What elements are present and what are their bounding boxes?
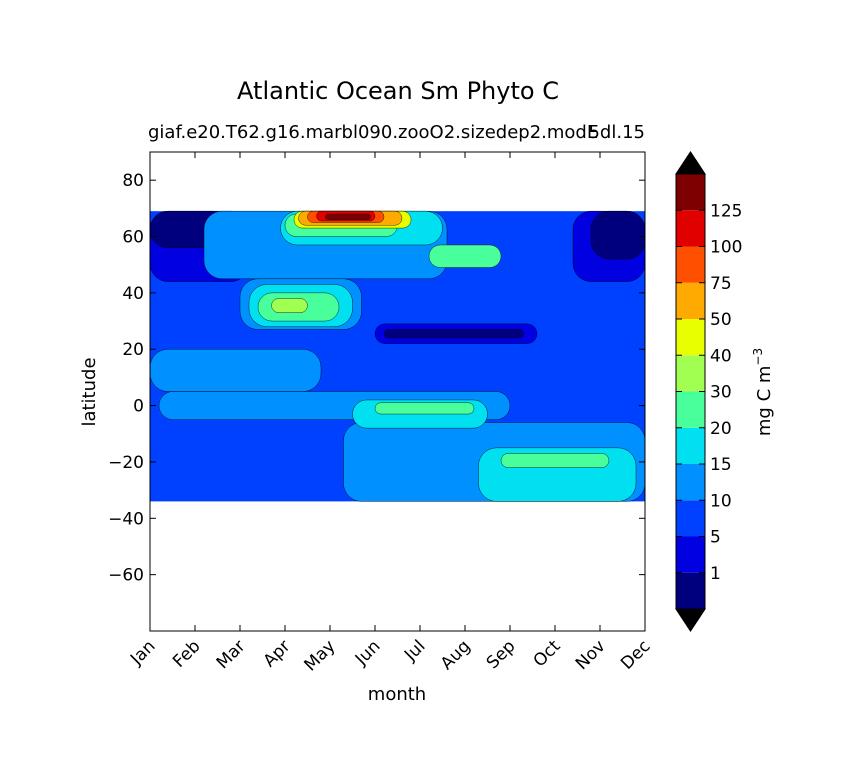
contour-region-21	[271, 298, 308, 313]
chart-title: Atlantic Ocean Sm Phyto C	[237, 77, 559, 105]
contour-region-18	[374, 402, 475, 415]
colorbar-tick-label-1: 1	[710, 564, 721, 584]
plot-frame	[149, 151, 646, 632]
contour-region-19	[500, 453, 610, 468]
colorbar-band-1	[676, 536, 705, 573]
colorbar-extend-max	[675, 151, 706, 175]
chart-subtitle: giaf.e20.T62.g16.marbl090.zooO2.sizedep2…	[148, 122, 598, 143]
colorbar-band-0	[676, 572, 705, 609]
x-tick-label-mar: Mar	[213, 636, 250, 673]
colorbar-band-9	[676, 246, 705, 283]
colorbar-band-11	[676, 174, 705, 211]
y-tick-label-80: 80	[122, 171, 144, 191]
colorbar-tick-label-100: 100	[710, 238, 742, 258]
y-tick-label-60: 60	[122, 228, 144, 248]
colorbar-tick-label-75: 75	[710, 274, 732, 294]
colorbar-tick-label-5: 5	[710, 528, 721, 548]
colorbar-tick-label-20: 20	[710, 419, 732, 439]
contour-region-7	[150, 349, 322, 392]
x-tick-label-feb: Feb	[169, 636, 204, 671]
x-tick-label-jan: Jan	[126, 636, 159, 669]
colorbar-label-exponent: −3	[751, 348, 765, 366]
colorbar-band-4	[676, 427, 705, 464]
contour-region-4	[590, 210, 645, 260]
colorbar-label-text: mg C m	[754, 366, 775, 437]
colorbar-band-10	[676, 210, 705, 247]
x-tick-label-nov: Nov	[572, 636, 610, 674]
colorbar-label: mg C m−3	[751, 348, 775, 436]
contour-region-6	[383, 329, 524, 339]
x-tick-label-oct: Oct	[530, 636, 565, 671]
colorbar-tick-label-30: 30	[710, 383, 732, 403]
colorbar-band-8	[676, 282, 705, 319]
x-tick-label-sep: Sep	[483, 636, 520, 673]
x-tick-label-jul: Jul	[400, 636, 429, 665]
colorbar-band-2	[676, 500, 705, 537]
colorbar-outline	[675, 151, 706, 632]
colorbar-extend-min	[675, 608, 706, 632]
contour-region-17	[428, 244, 502, 268]
colorbar-tick-label-40: 40	[710, 346, 732, 366]
chart-subtitle-right: 5dl.15	[588, 122, 645, 143]
x-axis-label: month	[368, 684, 426, 705]
colorbar-tick-label-50: 50	[710, 310, 732, 330]
x-tick-label-dec: Dec	[617, 636, 654, 673]
colorbar-tick-label-15: 15	[710, 455, 732, 475]
colorbar-tick-label-125: 125	[710, 201, 742, 221]
y-axis-label: latitude	[79, 357, 100, 426]
colorbar-tick-label-10: 10	[710, 491, 732, 511]
colorbar-band-3	[676, 464, 705, 501]
y-tick-label--60: −60	[108, 566, 144, 586]
y-axis: −60 −40 −20 0 20 40 60 80	[108, 171, 645, 586]
contour-layer	[150, 210, 645, 502]
colorbar-band-6	[676, 355, 705, 392]
y-tick-label--40: −40	[108, 509, 144, 529]
x-tick-label-apr: Apr	[260, 636, 295, 671]
colorbar-band-7	[676, 319, 705, 356]
x-tick-label-jun: Jun	[351, 636, 385, 670]
y-tick-label--20: −20	[108, 453, 144, 473]
y-tick-label-40: 40	[122, 284, 144, 304]
y-tick-label-0: 0	[133, 397, 144, 417]
x-tick-label-may: May	[301, 636, 340, 675]
contour-region-26	[325, 213, 371, 220]
colorbar-band-5	[676, 391, 705, 428]
x-tick-label-aug: Aug	[437, 636, 475, 674]
y-tick-label-20: 20	[122, 340, 144, 360]
